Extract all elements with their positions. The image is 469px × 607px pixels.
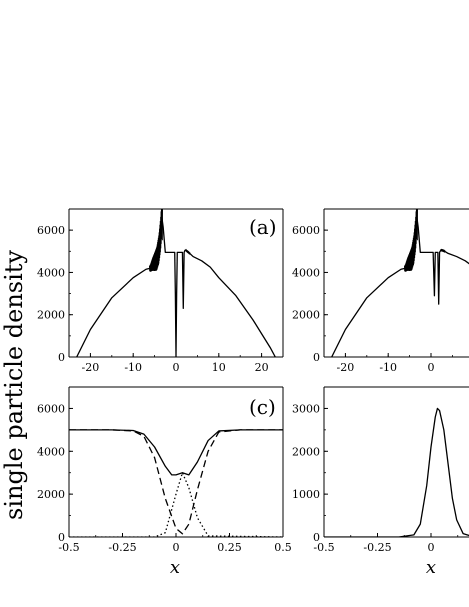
panel-a-x-tick-label: 0	[173, 361, 180, 374]
panel-c-series-solid-line	[69, 429, 283, 476]
panel-c-series-clip	[69, 429, 283, 537]
panel-b-oscillation-band	[404, 209, 446, 272]
panel-b-y-tick-label: 6000	[292, 224, 320, 237]
panel-d-series-solid-line	[324, 407, 469, 537]
panel-a-y-tick-label: 2000	[37, 309, 65, 322]
panel-a-x-tick-label: -10	[124, 361, 142, 374]
panel-b-x-tick-label: -20	[337, 361, 355, 374]
panel-c-x-axis-label: x	[170, 557, 180, 578]
panel-a: -20 -10 0 10 20 0 2000 4000 6000 (a)	[37, 208, 284, 374]
panel-b-x-tick-label: -10	[379, 361, 397, 374]
panel-c-y-tick-label: 0	[58, 531, 65, 544]
panel-a-series-clip	[76, 209, 276, 357]
panel-d-series-clip	[324, 407, 469, 537]
panel-c-y-tick-label: 6000	[37, 402, 65, 415]
panel-c-x-tick-label: 0	[173, 541, 180, 554]
panel-c-y-tick-label: 2000	[37, 488, 65, 501]
panel-b-x-tick-label: 0	[428, 361, 435, 374]
panel-c-series-dotted-line	[69, 472, 283, 537]
panel-a-series	[76, 209, 276, 357]
panel-d-ticks: -0.5 -0.25 0 0 1000 2000 3000	[292, 386, 459, 554]
panel-c-series	[69, 429, 283, 537]
panel-d-y-tick-label: 3000	[292, 402, 320, 415]
panel-c-label-bg	[244, 392, 278, 418]
panel-d-y-tick-label: 0	[313, 531, 320, 544]
panel-d-y-tick-label: 2000	[292, 445, 320, 458]
panel-d-x-tick-label: 0	[428, 541, 435, 554]
panel-a-x-tick-label: 20	[255, 361, 269, 374]
panel-b-series-solid-line	[331, 216, 469, 357]
panel-a-ticks: -20 -10 0 10 20 0 2000 4000 6000	[37, 208, 284, 374]
panel-a-oscillation-band	[149, 209, 191, 272]
panel-d-x-tick-label: -0.25	[363, 541, 391, 554]
panel-b: -20 -10 0 0 2000 4000 6000	[292, 208, 469, 374]
panel-c-x-tick-label: -0.5	[58, 541, 79, 554]
panel-c: -0.5 -0.25 0 0.25 0.5 0 2000 4000 6000 (c) x	[37, 386, 292, 578]
panel-a-x-tick-label: -20	[82, 361, 100, 374]
panel-d-x-axis-label: x	[426, 557, 436, 578]
panel-a-y-tick-label: 4000	[37, 266, 65, 279]
panel-b-ticks: -20 -10 0 0 2000 4000 6000	[292, 208, 453, 374]
panel-a-x-tick-label: 10	[212, 361, 226, 374]
panel-c-x-tick-label: -0.25	[108, 541, 136, 554]
panel-b-series-clip	[331, 209, 469, 357]
panel-a-label-bg	[244, 213, 278, 239]
panel-a-y-tick-label: 0	[58, 351, 65, 364]
panel-b-y-tick-label: 4000	[292, 266, 320, 279]
panel-b-y-tick-label: 2000	[292, 309, 320, 322]
panel-b-y-tick-label: 0	[313, 351, 320, 364]
panel-b-oscillation-path	[404, 209, 418, 272]
panel-a-ripple-path	[185, 248, 191, 255]
panel-c-series-dashed-line	[69, 429, 283, 535]
panel-a-frame	[68, 208, 284, 358]
panel-a-y-tick-label: 6000	[37, 224, 65, 237]
panel-c-label: (c)	[249, 395, 276, 419]
panel-c-y-tick-label: 4000	[37, 445, 65, 458]
panel-c-x-tick-label: 0.5	[274, 541, 292, 554]
panel-c-ticks: -0.5 -0.25 0 0.25 0.5 0 2000 4000 6000	[37, 386, 292, 554]
panel-d-x-tick-label: -0.5	[313, 541, 334, 554]
panel-b-ripple-path	[440, 248, 446, 253]
panel-d-y-tick-label: 1000	[292, 488, 320, 501]
panel-c-x-tick-label: 0.25	[217, 541, 242, 554]
panel-d-series	[324, 407, 469, 537]
panel-a-oscillation-path	[149, 209, 163, 272]
panel-d: -0.5 -0.25 0 0 1000 2000 3000 x	[292, 386, 469, 578]
panel-b-frame	[323, 208, 469, 358]
y-axis-label: single particle density	[0, 250, 28, 520]
panel-b-series	[331, 209, 469, 357]
panel-a-label: (a)	[249, 215, 277, 239]
